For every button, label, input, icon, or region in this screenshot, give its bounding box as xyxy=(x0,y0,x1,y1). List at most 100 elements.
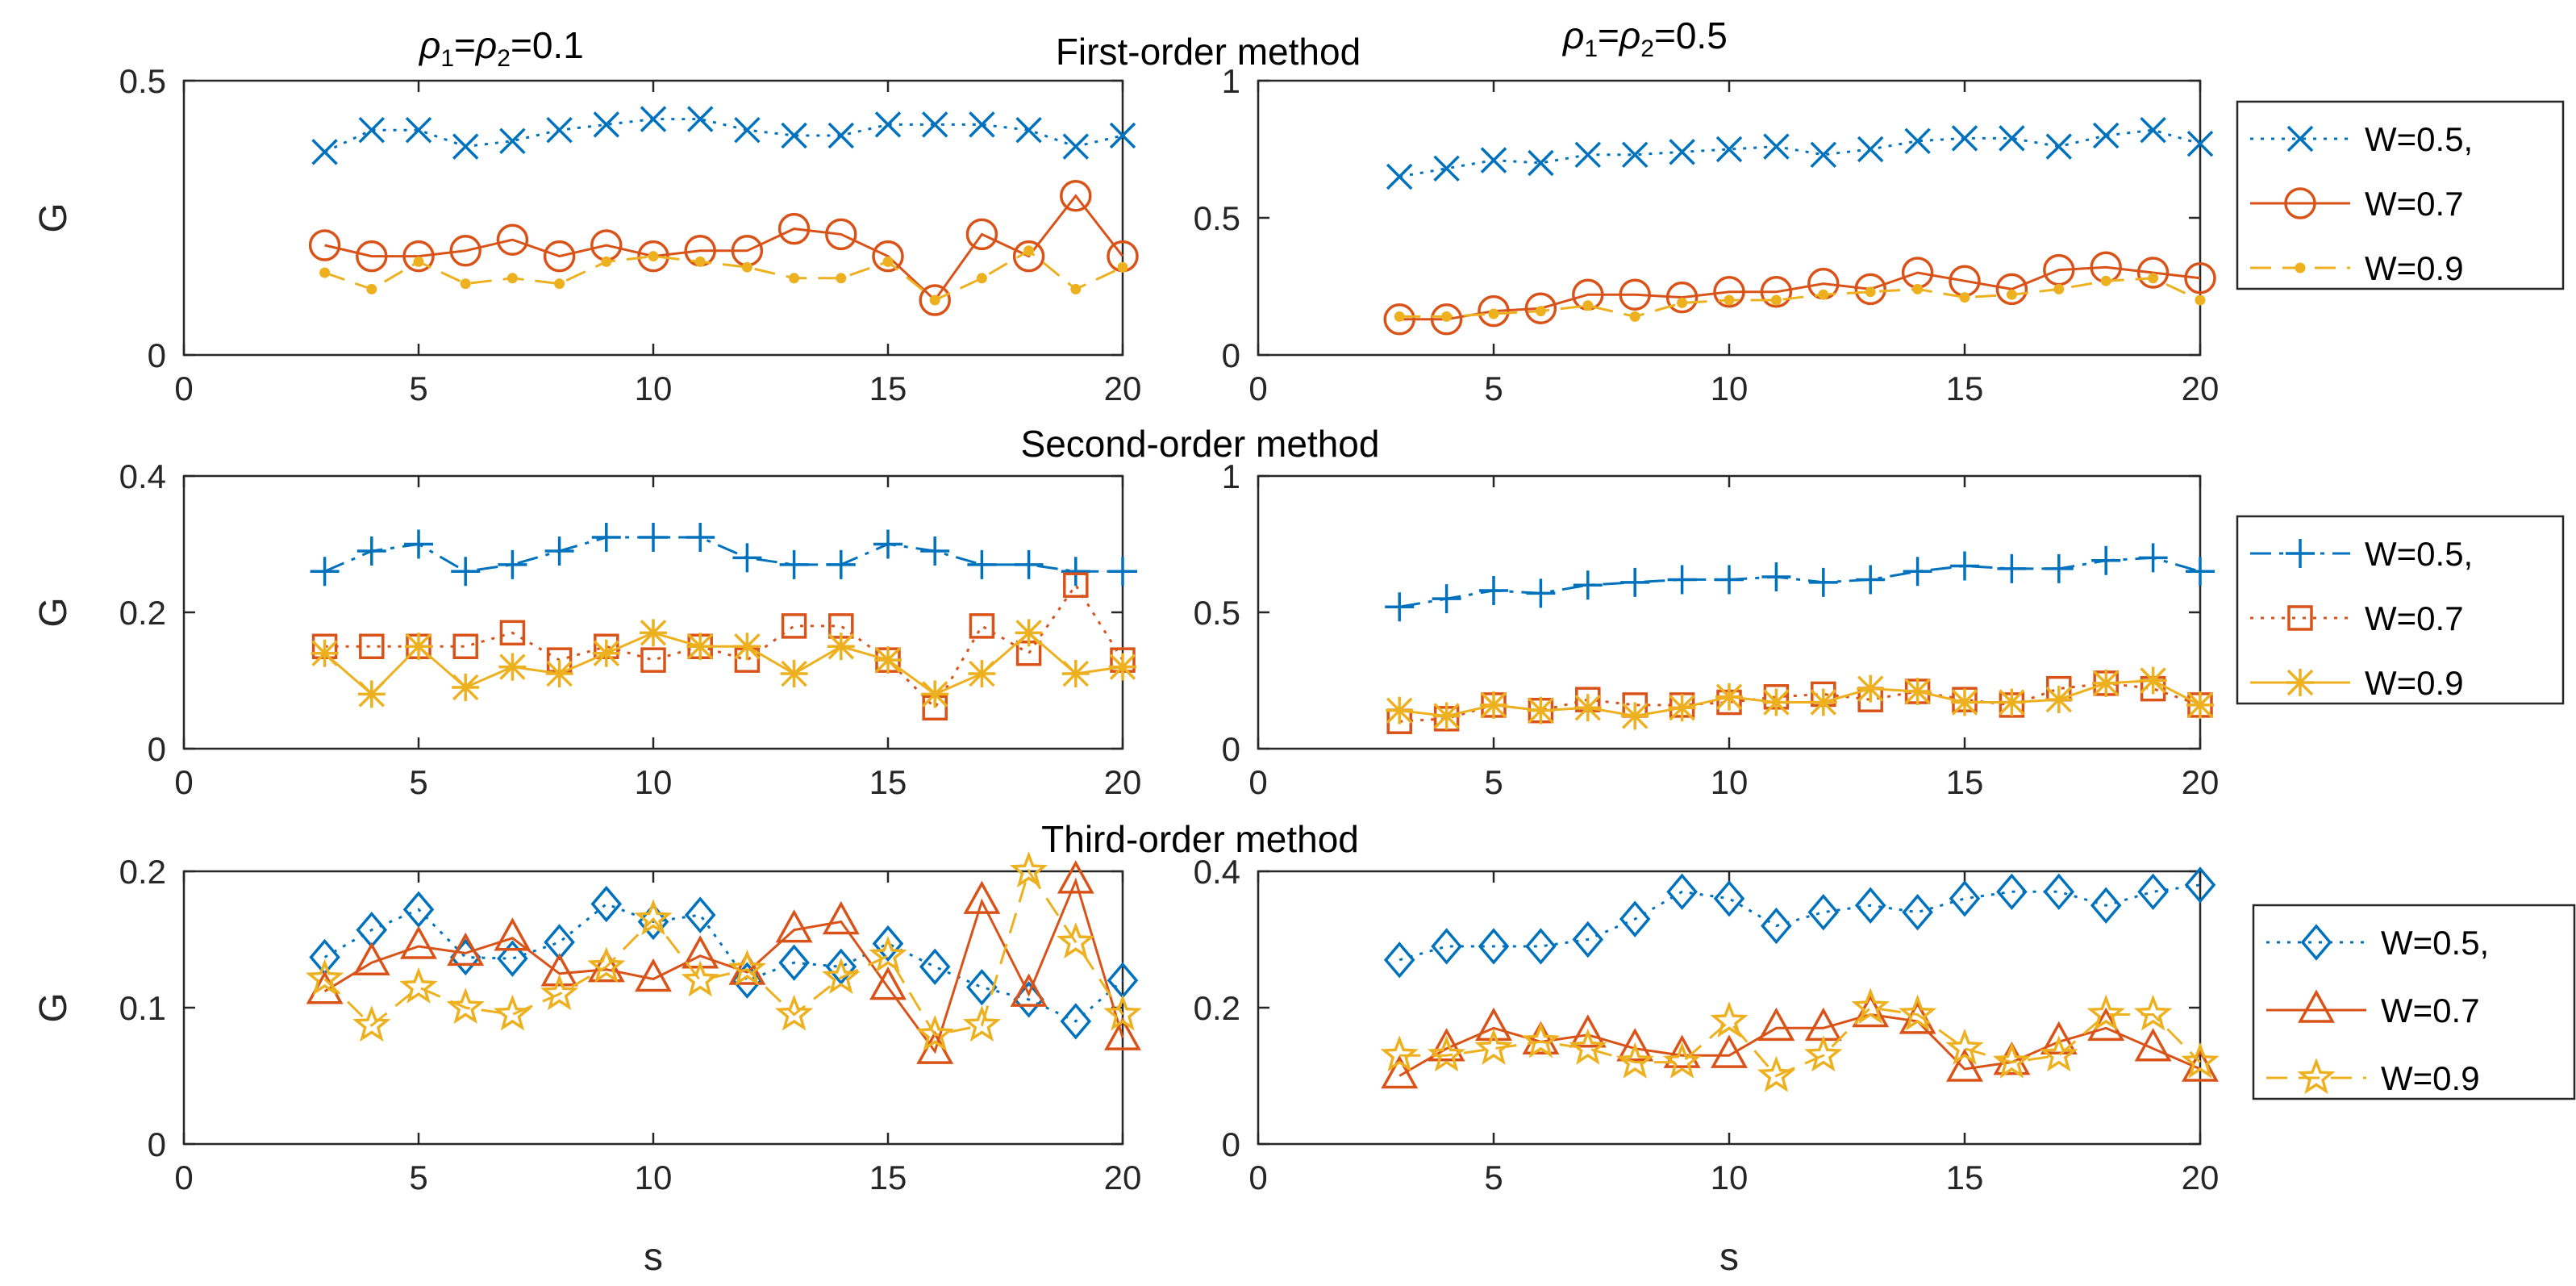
data-point xyxy=(1009,851,1048,888)
data-point xyxy=(2186,691,2214,719)
y-tick-label: 0.5 xyxy=(1194,199,1240,237)
panel-title: Second-order method xyxy=(1021,423,1380,465)
data-point xyxy=(1478,294,1510,328)
series-1 xyxy=(308,180,1139,316)
data-point xyxy=(1620,567,1650,597)
data-point xyxy=(640,106,667,132)
data-point xyxy=(1063,572,1089,598)
data-point xyxy=(727,949,767,986)
series-line xyxy=(1399,1006,2202,1078)
data-point xyxy=(1023,245,1035,257)
legend: W=0.5, W=0.7 W=0.9 xyxy=(2252,904,2576,1100)
legend: W=0.5, W=0.7 W=0.9 xyxy=(2236,515,2565,705)
data-point xyxy=(1386,163,1413,190)
data-point xyxy=(827,122,855,149)
data-point xyxy=(869,967,907,1000)
series-2 xyxy=(1386,666,2214,730)
data-point xyxy=(1109,653,1136,681)
data-point xyxy=(1385,592,1415,622)
x-tick-label: 5 xyxy=(1484,1159,1503,1196)
data-point xyxy=(2195,294,2206,306)
data-point xyxy=(452,633,478,659)
data-point xyxy=(2040,1035,2078,1072)
data-point xyxy=(963,880,1001,914)
x-tick-label: 10 xyxy=(635,370,673,407)
data-point xyxy=(2186,557,2215,587)
data-point xyxy=(496,223,529,256)
series-1 xyxy=(306,860,1141,1064)
x-tick-label: 0 xyxy=(174,1159,193,1196)
data-point xyxy=(1383,942,1415,979)
data-point xyxy=(1857,674,1885,703)
data-point xyxy=(494,917,531,951)
data-point xyxy=(967,549,997,579)
data-point xyxy=(1912,283,1924,294)
x-tick-label: 0 xyxy=(1248,763,1267,801)
data-point xyxy=(1014,549,1044,579)
data-point xyxy=(1616,1028,1654,1062)
data-point xyxy=(1763,133,1790,160)
data-point xyxy=(1488,308,1499,319)
data-point xyxy=(366,283,377,294)
data-point xyxy=(2092,669,2120,697)
data-point xyxy=(965,218,998,251)
x-tick-label: 10 xyxy=(1711,763,1749,801)
data-point xyxy=(969,111,995,138)
data-point xyxy=(2134,1028,2172,1062)
data-point xyxy=(1807,893,1840,931)
data-point xyxy=(405,116,432,144)
data-point xyxy=(2006,289,2017,300)
data-point xyxy=(1010,973,1048,1007)
data-point xyxy=(1475,1007,1512,1042)
data-point xyxy=(499,127,526,155)
data-point xyxy=(1108,557,1137,587)
data-point xyxy=(915,1014,954,1051)
data-point xyxy=(359,633,385,659)
data-point xyxy=(1109,122,1136,149)
series-line xyxy=(1398,556,2201,608)
data-point xyxy=(452,673,480,701)
data-point xyxy=(1951,125,1978,152)
data-point xyxy=(686,106,714,132)
data-point xyxy=(733,633,761,661)
data-point xyxy=(1526,578,1556,608)
y-tick-label: 0 xyxy=(1222,336,1240,374)
data-point xyxy=(1474,1028,1513,1065)
series-line xyxy=(323,877,1124,1054)
data-point xyxy=(2136,257,2170,289)
data-point xyxy=(684,896,716,933)
data-point xyxy=(1432,584,1461,614)
data-point xyxy=(1677,297,1688,308)
data-point xyxy=(1804,1035,1843,1072)
data-point xyxy=(400,925,437,959)
data-point xyxy=(781,613,807,639)
series-1 xyxy=(1383,251,2216,336)
legend-marker xyxy=(2298,989,2335,1023)
data-point xyxy=(789,273,800,284)
legend-marker xyxy=(2297,1058,2336,1095)
data-point xyxy=(1015,619,1043,647)
data-point xyxy=(1070,283,1082,294)
data-point xyxy=(1478,928,1510,965)
data-point xyxy=(404,529,433,559)
x-tick-label: 10 xyxy=(1711,1159,1749,1196)
x-tick-label: 15 xyxy=(1946,1159,1984,1196)
data-point xyxy=(546,116,573,144)
data-point xyxy=(1715,683,1743,711)
y-tick-label: 0 xyxy=(148,1125,166,1163)
data-point xyxy=(1669,139,1695,165)
y-tick-label: 0.4 xyxy=(1194,853,1240,891)
data-point xyxy=(590,885,623,923)
data-point xyxy=(591,523,621,553)
data-point xyxy=(1851,987,1890,1025)
data-point xyxy=(499,620,526,646)
data-point xyxy=(544,536,574,566)
data-point xyxy=(639,523,668,553)
data-point xyxy=(1809,688,1837,716)
data-point xyxy=(681,960,719,997)
data-point xyxy=(774,994,814,1031)
series-0 xyxy=(310,523,1137,587)
data-point xyxy=(1818,289,1829,300)
x-tick-label: 15 xyxy=(869,1159,907,1196)
